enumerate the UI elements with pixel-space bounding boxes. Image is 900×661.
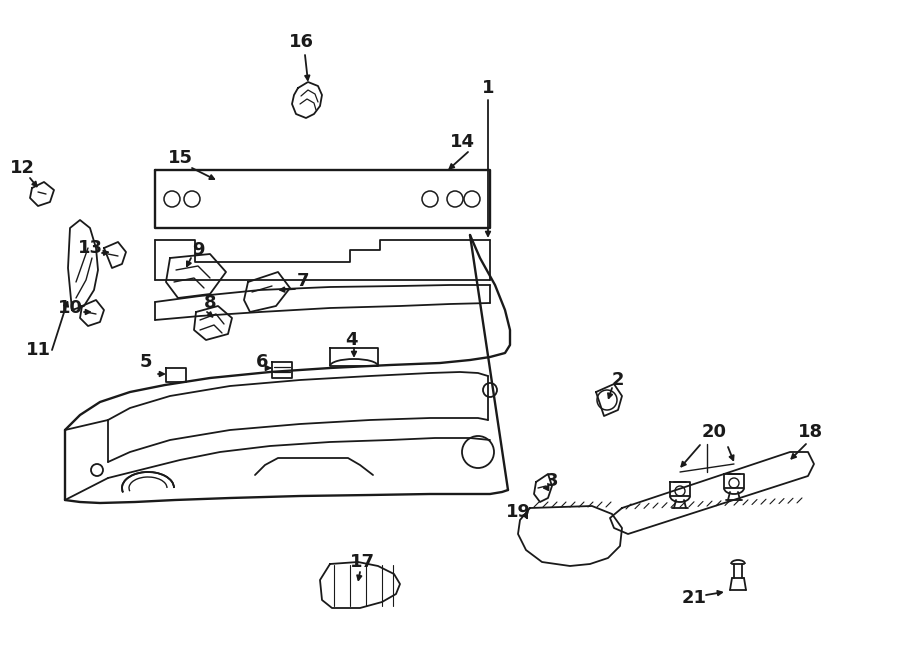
Text: 5: 5 — [140, 353, 152, 371]
Text: 1: 1 — [482, 79, 494, 97]
Text: 20: 20 — [701, 423, 726, 441]
Text: 2: 2 — [612, 371, 625, 389]
Text: 8: 8 — [203, 294, 216, 312]
Text: 6: 6 — [256, 353, 268, 371]
Text: 4: 4 — [345, 331, 357, 349]
Text: 18: 18 — [797, 423, 823, 441]
Text: 17: 17 — [349, 553, 374, 571]
Text: 9: 9 — [192, 241, 204, 259]
Text: 13: 13 — [77, 239, 103, 257]
Text: 3: 3 — [545, 472, 558, 490]
Text: 16: 16 — [289, 33, 313, 51]
Text: 12: 12 — [10, 159, 34, 177]
Text: 11: 11 — [25, 341, 50, 359]
Text: 10: 10 — [58, 299, 83, 317]
Text: 7: 7 — [297, 272, 310, 290]
Text: 21: 21 — [681, 589, 706, 607]
Text: 14: 14 — [449, 133, 474, 151]
Text: 19: 19 — [506, 503, 530, 521]
Text: 15: 15 — [167, 149, 193, 167]
